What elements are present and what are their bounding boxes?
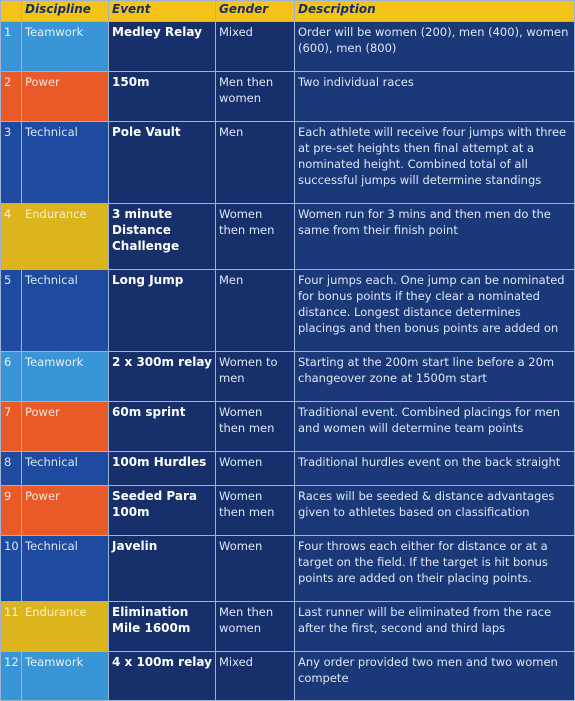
- row-gender: Women then men: [215, 401, 295, 452]
- table-row: 2 Power 150m Men then women Two individual r…: [0, 71, 575, 122]
- row-discipline: Endurance: [21, 203, 109, 270]
- header-gender: Gender: [215, 0, 295, 22]
- row-description: Traditional hurdles event on the back st…: [294, 451, 575, 486]
- row-event: 4 x 100m relay: [108, 651, 216, 701]
- row-number: 8: [0, 451, 22, 486]
- row-number: 4: [0, 203, 22, 270]
- row-gender: Men: [215, 269, 295, 352]
- table-row: 3 Technical Pole Vault Men Each athlete will…: [0, 121, 575, 204]
- row-gender: Women then men: [215, 203, 295, 270]
- header-row: Discipline Event Gender Description: [0, 0, 575, 22]
- row-number: 12: [0, 651, 22, 701]
- row-number: 5: [0, 269, 22, 352]
- header-num: [0, 0, 22, 22]
- row-discipline: Teamwork: [21, 351, 109, 402]
- row-gender: Women: [215, 451, 295, 486]
- row-description: Races will be seeded & distance advantag…: [294, 485, 575, 536]
- row-description: Four jumps each. One jump can be nominat…: [294, 269, 575, 352]
- row-description: Last runner will be eliminated from the …: [294, 601, 575, 652]
- row-number: 10: [0, 535, 22, 602]
- table-row: 11 Endurance Elimination Mile 1600m Men the…: [0, 601, 575, 652]
- table-body: 1 Teamwork Medley Relay Mixed Order will be …: [0, 21, 575, 701]
- row-discipline: Technical: [21, 269, 109, 352]
- row-discipline: Power: [21, 71, 109, 122]
- row-number: 7: [0, 401, 22, 452]
- row-description: Starting at the 200m start line before a…: [294, 351, 575, 402]
- row-event: 2 x 300m relay: [108, 351, 216, 402]
- header-discipline: Discipline: [21, 0, 109, 22]
- row-number: 6: [0, 351, 22, 402]
- row-gender: Men then women: [215, 601, 295, 652]
- row-gender: Mixed: [215, 651, 295, 701]
- table-row: 4 Endurance 3 minute Distance Challenge Wom…: [0, 203, 575, 270]
- row-discipline: Technical: [21, 121, 109, 204]
- row-event: Long Jump: [108, 269, 216, 352]
- row-discipline: Technical: [21, 535, 109, 602]
- row-number: 3: [0, 121, 22, 204]
- row-event: Seeded Para 100m: [108, 485, 216, 536]
- row-event: Pole Vault: [108, 121, 216, 204]
- row-discipline: Teamwork: [21, 651, 109, 701]
- table-row: 9 Power Seeded Para 100m Women then men Race…: [0, 485, 575, 536]
- row-discipline: Endurance: [21, 601, 109, 652]
- row-event: 3 minute Distance Challenge: [108, 203, 216, 270]
- row-discipline: Power: [21, 401, 109, 452]
- row-gender: Women: [215, 535, 295, 602]
- header-description: Description: [294, 0, 575, 22]
- row-number: 11: [0, 601, 22, 652]
- row-event: 60m sprint: [108, 401, 216, 452]
- row-description: Each athlete will receive four jumps wit…: [294, 121, 575, 204]
- row-gender: Men then women: [215, 71, 295, 122]
- row-event: Elimination Mile 1600m: [108, 601, 216, 652]
- row-gender: Women to men: [215, 351, 295, 402]
- table-row: 6 Teamwork 2 x 300m relay Women to men Start…: [0, 351, 575, 402]
- table-row: 8 Technical 100m Hurdles Women Traditional h…: [0, 451, 575, 486]
- row-gender: Mixed: [215, 21, 295, 72]
- row-number: 9: [0, 485, 22, 536]
- table-row: 12 Teamwork 4 x 100m relay Mixed Any order p…: [0, 651, 575, 701]
- table-row: 5 Technical Long Jump Men Four jumps each. O…: [0, 269, 575, 352]
- table-row: 10 Technical Javelin Women Four throws each …: [0, 535, 575, 602]
- row-description: Order will be women (200), men (400), wo…: [294, 21, 575, 72]
- row-description: Four throws each either for distance or …: [294, 535, 575, 602]
- row-gender: Women then men: [215, 485, 295, 536]
- row-discipline: Power: [21, 485, 109, 536]
- table-row: 7 Power 60m sprint Women then men Traditiona…: [0, 401, 575, 452]
- row-event: Medley Relay: [108, 21, 216, 72]
- row-event: 100m Hurdles: [108, 451, 216, 486]
- row-number: 2: [0, 71, 22, 122]
- row-event: 150m: [108, 71, 216, 122]
- row-number: 1: [0, 21, 22, 72]
- table-row: 1 Teamwork Medley Relay Mixed Order will be …: [0, 21, 575, 72]
- row-description: Two individual races: [294, 71, 575, 122]
- row-event: Javelin: [108, 535, 216, 602]
- row-description: Traditional event. Combined placings for…: [294, 401, 575, 452]
- row-description: Any order provided two men and two women…: [294, 651, 575, 701]
- row-discipline: Teamwork: [21, 21, 109, 72]
- row-description: Women run for 3 mins and then men do the…: [294, 203, 575, 270]
- row-gender: Men: [215, 121, 295, 204]
- row-discipline: Technical: [21, 451, 109, 486]
- header-event: Event: [108, 0, 216, 22]
